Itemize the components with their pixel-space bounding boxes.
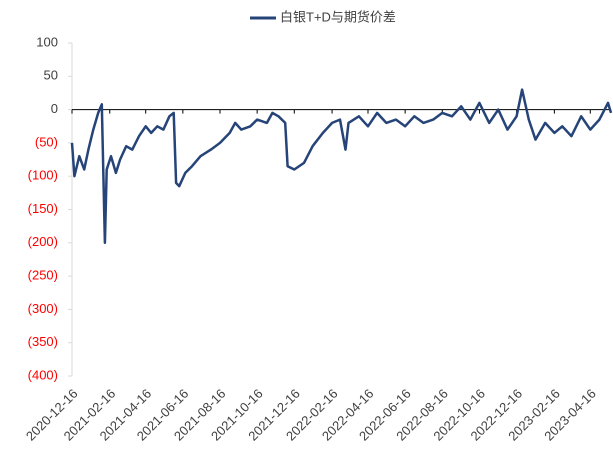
y-tick-label: (100) xyxy=(28,168,58,183)
y-tick-label: (50) xyxy=(35,134,58,149)
line-series xyxy=(70,88,613,245)
y-tick-label: (200) xyxy=(28,234,58,249)
legend-label: 白银T+D与期货价差 xyxy=(280,9,396,24)
y-tick-label: 0 xyxy=(51,101,58,116)
y-tick-label: (250) xyxy=(28,268,58,283)
y-tick-label: (350) xyxy=(28,334,58,349)
y-tick-label: (400) xyxy=(28,367,58,382)
y-tick-label: 50 xyxy=(44,68,58,83)
y-tick-label: (300) xyxy=(28,301,58,316)
y-tick-label: 100 xyxy=(36,34,58,49)
y-tick-label: (150) xyxy=(28,201,58,216)
